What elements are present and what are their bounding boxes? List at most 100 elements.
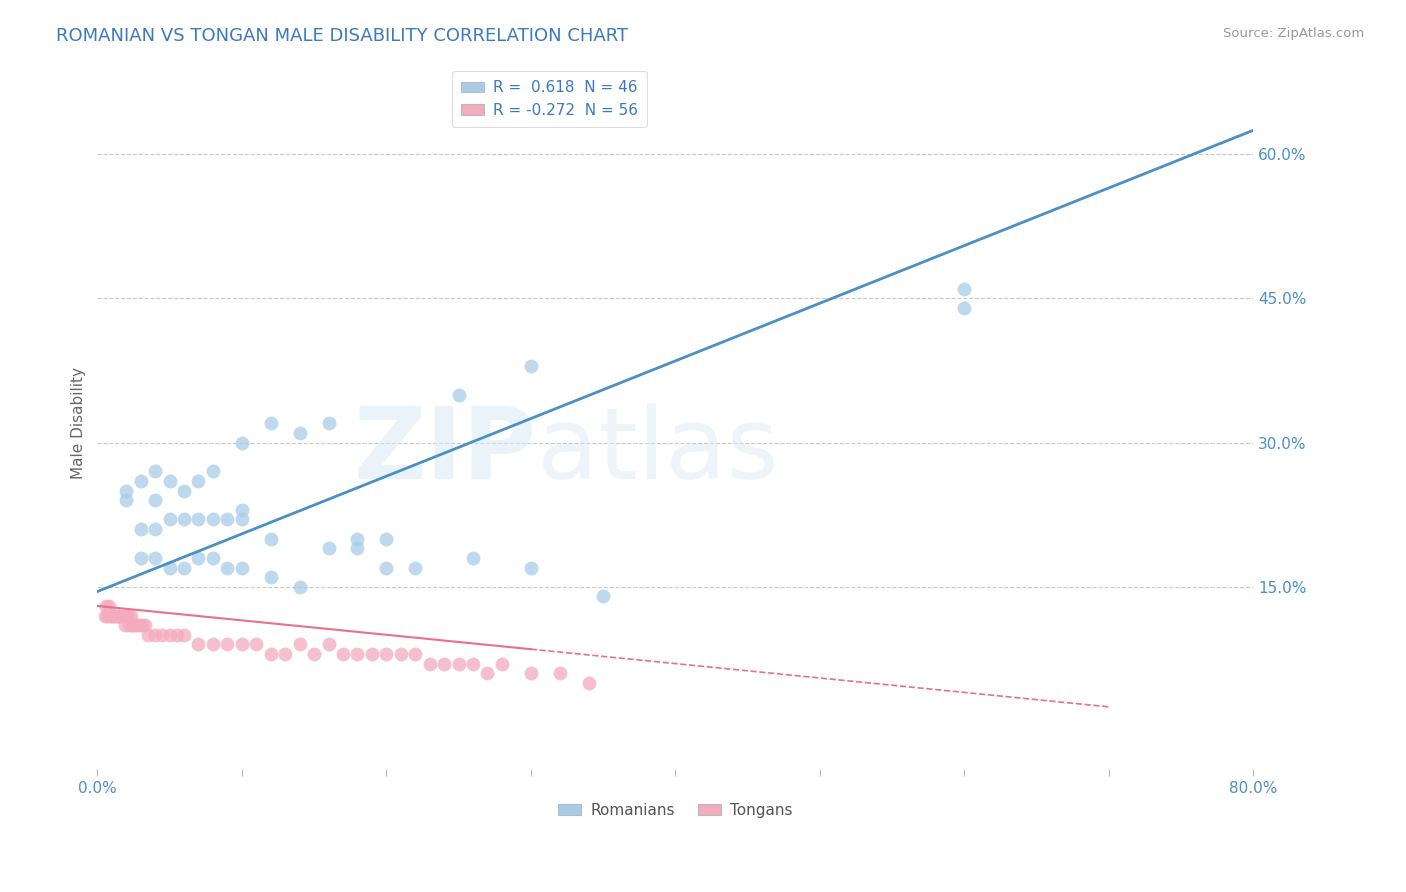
Point [201,512,224,526]
Legend: Romanians, Tongans: Romanians, Tongans [553,797,799,824]
Point [136,628,159,642]
Point [173,560,195,574]
Point [111,608,134,623]
Point [260,570,283,584]
Point [115,608,138,623]
Point [375,560,398,574]
Point [288,637,311,651]
Point [187,550,209,565]
Point [94,599,117,613]
Y-axis label: Male Disability: Male Disability [72,368,86,479]
Point [201,550,224,565]
Point [447,387,470,401]
Point [173,483,195,498]
Point [121,618,143,632]
Point [477,666,499,681]
Point [159,628,181,642]
Point [120,608,142,623]
Point [953,282,976,296]
Point [115,493,138,508]
Point [117,608,139,623]
Point [143,493,166,508]
Point [318,541,340,556]
Point [461,550,484,565]
Point [187,474,209,488]
Point [166,628,188,642]
Point [143,522,166,536]
Point [520,666,543,681]
Point [201,637,224,651]
Point [346,541,368,556]
Point [288,425,311,440]
Point [143,628,166,642]
Point [360,647,382,661]
Point [159,560,181,574]
Point [274,647,297,661]
Point [346,532,368,546]
Point [97,599,120,613]
Point [129,550,152,565]
Point [332,647,354,661]
Point [217,637,239,651]
Point [159,512,181,526]
Point [491,657,513,671]
Point [231,512,253,526]
Point [103,608,125,623]
Point [260,417,283,431]
Point [260,647,283,661]
Point [461,657,484,671]
Point [173,512,195,526]
Text: atlas: atlas [537,402,779,500]
Point [143,464,166,478]
Point [447,657,470,671]
Point [105,608,128,623]
Point [375,532,398,546]
Point [389,647,412,661]
Point [112,608,135,623]
Point [187,637,209,651]
Text: Source: ZipAtlas.com: Source: ZipAtlas.com [1223,27,1364,40]
Point [104,608,127,623]
Point [217,512,239,526]
Point [134,618,156,632]
Point [114,618,136,632]
Point [245,637,267,651]
Point [578,675,600,690]
Text: ZIP: ZIP [354,402,537,500]
Point [318,417,340,431]
Point [520,560,543,574]
Text: ROMANIAN VS TONGAN MALE DISABILITY CORRELATION CHART: ROMANIAN VS TONGAN MALE DISABILITY CORRE… [56,27,628,45]
Point [433,657,456,671]
Point [231,435,253,450]
Point [260,532,283,546]
Point [108,608,131,623]
Point [107,608,129,623]
Point [131,618,153,632]
Point [231,637,253,651]
Point [122,618,145,632]
Point [173,628,195,642]
Point [96,608,118,623]
Point [318,637,340,651]
Point [592,590,614,604]
Point [375,647,398,661]
Point [101,608,124,623]
Point [128,618,150,632]
Point [110,608,132,623]
Point [159,474,181,488]
Point [118,618,141,632]
Point [217,560,239,574]
Point [288,580,311,594]
Point [953,301,976,315]
Point [231,560,253,574]
Point [201,464,224,478]
Point [231,503,253,517]
Point [143,550,166,565]
Point [520,359,543,373]
Point [187,512,209,526]
Point [404,647,426,661]
Point [93,608,115,623]
Point [129,522,152,536]
Point [98,608,121,623]
Point [548,666,571,681]
